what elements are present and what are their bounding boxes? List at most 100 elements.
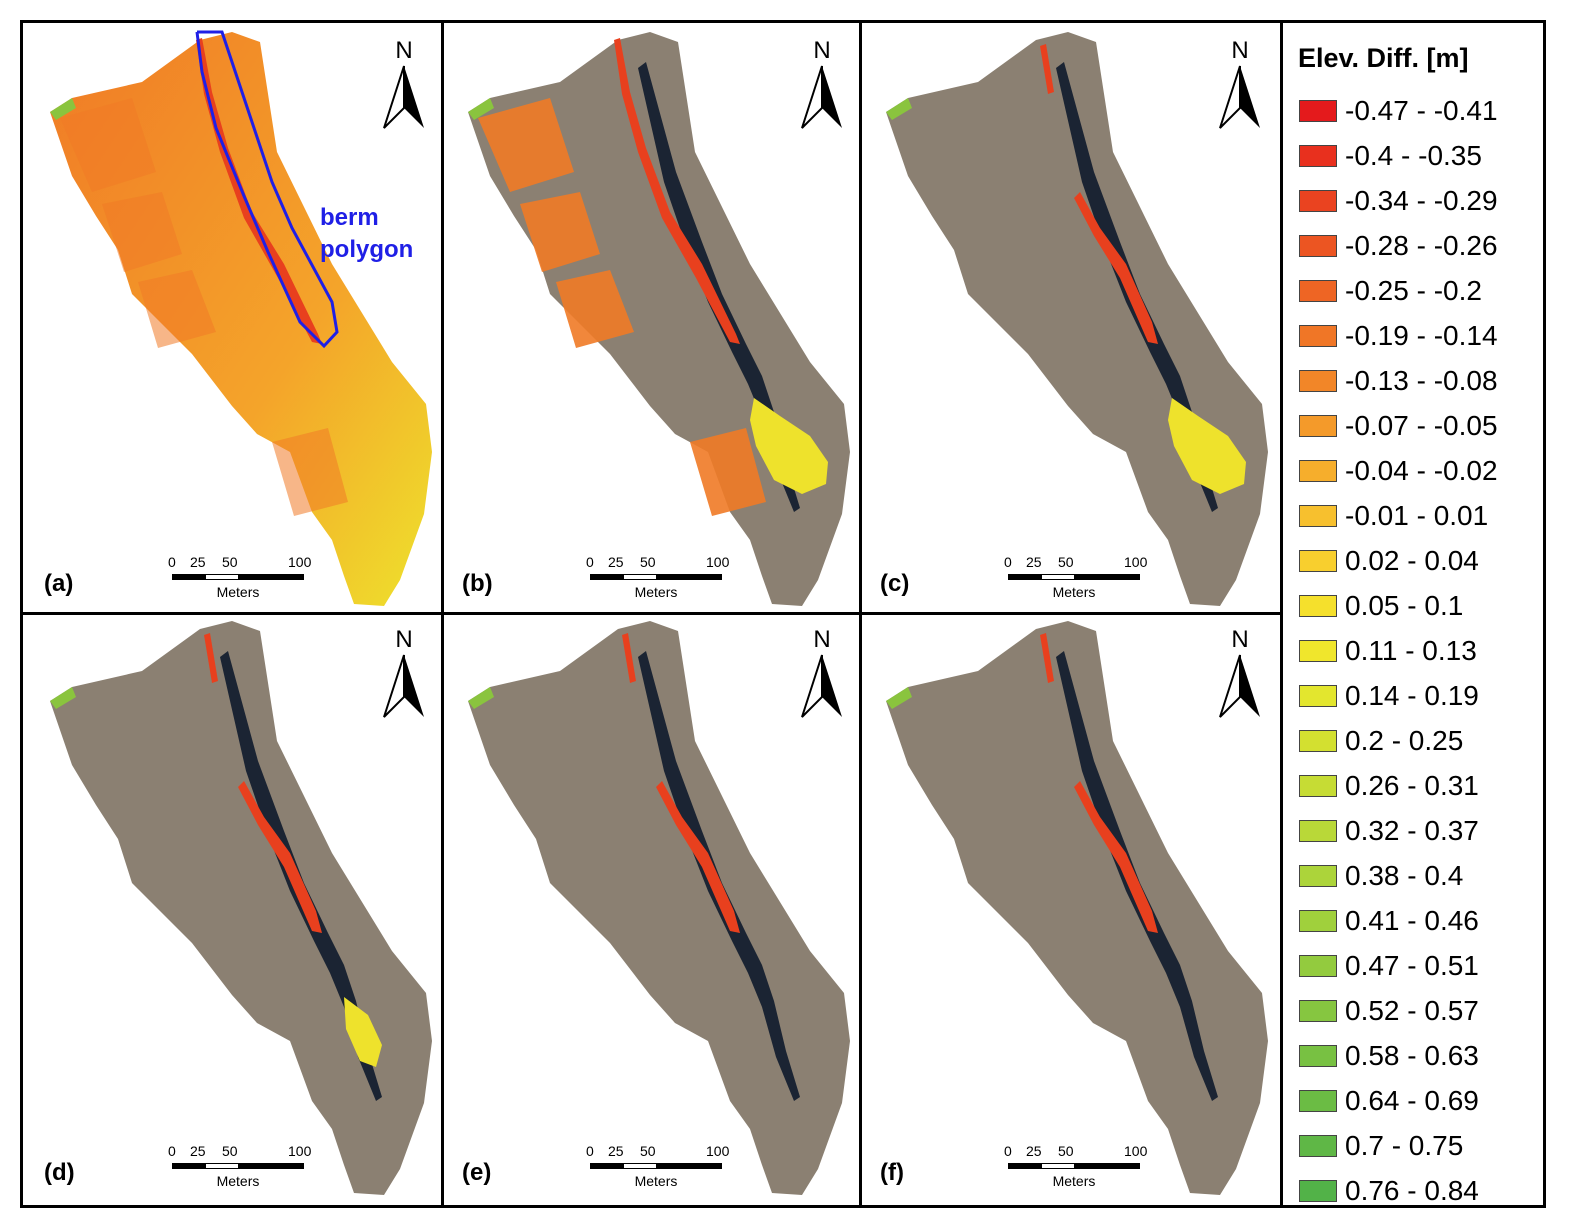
scale-segment	[1009, 575, 1042, 579]
scale-unit: Meters	[1052, 1173, 1096, 1189]
site-outline	[886, 32, 1268, 606]
scale-bar: 0 25 50 100 Meters	[168, 1143, 312, 1193]
site-map	[50, 30, 432, 606]
arrow-icon	[1219, 65, 1260, 129]
legend-label: 0.26 - 0.31	[1345, 770, 1479, 801]
scale-tick: 100	[706, 554, 730, 570]
scale-tick: 0	[168, 554, 176, 570]
panel-label: (d)	[44, 1159, 75, 1186]
field-plots	[478, 98, 766, 516]
legend-swatch	[1299, 280, 1337, 302]
legend-item: 0.11 - 0.13	[1299, 629, 1477, 673]
scale-tick: 0	[1004, 1143, 1012, 1159]
scale-tick: 50	[1058, 1143, 1074, 1159]
legend-item: 0.41 - 0.46	[1299, 899, 1479, 943]
legend-swatch	[1299, 685, 1337, 707]
figure-frame: berm polygon N 0 25 50 100 Meters (a) N 0 25 50 100 Me…	[20, 20, 1546, 1208]
legend-item: 0.38 - 0.4	[1299, 854, 1463, 898]
legend-swatch	[1299, 865, 1337, 887]
scale-unit: Meters	[634, 584, 678, 600]
legend-swatch	[1299, 730, 1337, 752]
channel	[220, 651, 382, 1101]
legend-item: 0.2 - 0.25	[1299, 719, 1463, 763]
legend-item: 0.47 - 0.51	[1299, 944, 1479, 988]
legend-item: 0.05 - 0.1	[1299, 584, 1463, 628]
legend-item: 0.76 - 0.84	[1299, 1169, 1479, 1213]
legend-item: -0.04 - -0.02	[1299, 449, 1498, 493]
deposition-area	[750, 398, 828, 494]
scale-tick: 50	[640, 1143, 656, 1159]
site-map	[886, 32, 1268, 606]
legend-item: 0.64 - 0.69	[1299, 1079, 1479, 1123]
legend-swatch	[1299, 415, 1337, 437]
legend-item: -0.4 - -0.35	[1299, 134, 1482, 178]
scale-tick: 0	[586, 1143, 594, 1159]
scale-tick: 25	[190, 554, 206, 570]
legend-label: 0.38 - 0.4	[1345, 860, 1464, 891]
scale-tick: 25	[608, 1143, 624, 1159]
legend-swatch	[1299, 1135, 1337, 1157]
legend-label: 0.41 - 0.46	[1345, 905, 1479, 936]
legend-item: 0.52 - 0.57	[1299, 989, 1479, 1033]
scale-tick: 100	[1124, 554, 1148, 570]
legend-label: 0.02 - 0.04	[1345, 545, 1479, 576]
legend-swatch	[1299, 1090, 1337, 1112]
scale-tick: 50	[1058, 554, 1074, 570]
panel-label: (f)	[880, 1159, 904, 1186]
scale-tick: 50	[222, 554, 238, 570]
site-map	[468, 32, 850, 606]
scale-segments	[1008, 1163, 1140, 1169]
legend-label: -0.07 - -0.05	[1345, 410, 1498, 441]
scale-segment	[1041, 1164, 1074, 1168]
arrow-icon	[1219, 654, 1260, 718]
site-outline	[886, 621, 1268, 1195]
legend-swatch	[1299, 1045, 1337, 1067]
legend-title: Elev. Diff. [m]	[1298, 43, 1469, 73]
site-map	[886, 621, 1268, 1195]
deposition-area	[344, 997, 382, 1067]
north-label: N	[1231, 626, 1249, 653]
scale-tick: 25	[1026, 1143, 1042, 1159]
scale-segment	[656, 575, 721, 579]
site-map	[50, 621, 432, 1195]
legend-item: 0.02 - 0.04	[1299, 539, 1479, 583]
scale-unit: Meters	[216, 584, 260, 600]
legend-label: -0.47 - -0.41	[1345, 95, 1498, 126]
berm-area	[656, 781, 740, 933]
panel-label: (b)	[462, 570, 493, 597]
channel	[638, 62, 800, 512]
marsh-edge	[886, 98, 912, 120]
panel-label: (e)	[462, 1159, 492, 1186]
scale-segments	[1008, 574, 1140, 580]
scale-segment	[173, 575, 206, 579]
scale-tick: 0	[586, 554, 594, 570]
berm-polygon-label: berm polygon	[320, 202, 413, 266]
berm-area	[1074, 781, 1158, 933]
berm-area	[1040, 44, 1054, 94]
legend-label: 0.7 - 0.75	[1345, 1130, 1464, 1161]
scale-segments	[590, 574, 722, 580]
berm-area	[1040, 633, 1054, 683]
legend-swatch	[1299, 820, 1337, 842]
legend-label: -0.25 - -0.2	[1345, 275, 1482, 306]
scale-bar: 0 25 50 100 Meters	[586, 554, 730, 604]
scale-segment	[623, 1164, 656, 1168]
north-arrow-icon: N	[800, 38, 844, 134]
scale-bar: 0 25 50 100 Meters	[586, 1143, 729, 1193]
map-panel: N 0 25 50 100 Meters (e)	[444, 615, 858, 1201]
north-arrow-icon: N	[800, 627, 844, 723]
scale-segments	[172, 574, 304, 580]
map-panel: N 0 25 50 100 Meters (b)	[444, 26, 858, 612]
scale-segments	[172, 1163, 304, 1169]
scale-tick: 100	[288, 1143, 312, 1159]
legend-item: -0.07 - -0.05	[1299, 404, 1498, 448]
scale-tick: 50	[222, 1143, 238, 1159]
legend-label: 0.2 - 0.25	[1345, 725, 1464, 756]
scale-segment	[623, 575, 656, 579]
marsh-edge	[468, 687, 494, 709]
scale-segment	[591, 575, 624, 579]
legend-label: 0.14 - 0.19	[1345, 680, 1479, 711]
legend-swatch	[1299, 460, 1337, 482]
legend-swatch	[1299, 910, 1337, 932]
scale-segment	[173, 1164, 206, 1168]
